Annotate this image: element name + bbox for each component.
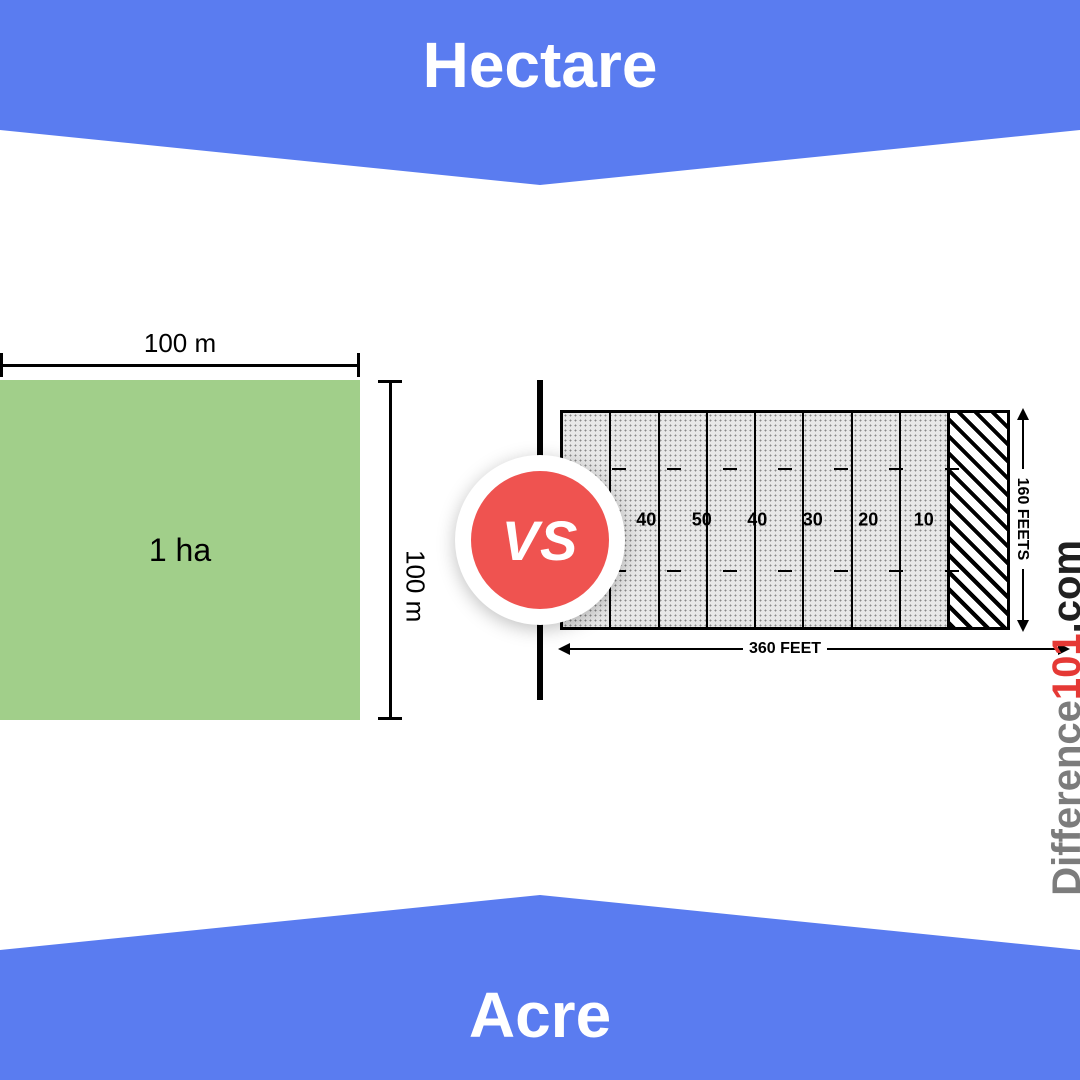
top-banner: Hectare [0,0,1080,130]
acre-height-label: 160 FEETS [1013,469,1031,569]
hectare-label: 1 ha [149,532,211,569]
hectare-height-label: 100 m [400,550,431,622]
hectare-square: 1 ha [0,380,360,720]
hectare-height-dimension: 100 m [375,380,405,720]
watermark-part3: .com [1046,540,1080,633]
yard-number: 30 [800,510,826,531]
yard-number: 10 [911,510,937,531]
yard-number: 40 [744,510,770,531]
bottom-title: Acre [469,978,611,1052]
top-chevron [0,130,1080,185]
watermark-part2: 101 [1046,633,1080,700]
top-title: Hectare [423,28,658,102]
vs-badge: VS [455,455,625,625]
yard-number: 40 [633,510,659,531]
yard-number: 50 [689,510,715,531]
yard-number: 20 [855,510,881,531]
watermark: Difference101.com [1046,540,1080,896]
bottom-chevron [0,895,1080,950]
acre-height-dimension: 160 FEETS [1012,410,1038,630]
hectare-illustration: 100 m 1 ha 100 m [0,320,480,760]
content-area: 100 m 1 ha 100 m 40 50 40 30 20 10 360 FEET [0,190,1080,890]
acre-field: 40 50 40 30 20 10 [560,410,1010,630]
bottom-banner: Acre [0,950,1080,1080]
hectare-width-dimension: 100 m [0,350,360,380]
acre-endzone [947,413,1007,627]
watermark-part1: Difference [1046,700,1080,896]
vs-label: VS [502,508,579,573]
acre-width-label: 360 FEET [743,640,827,658]
acre-width-dimension: 360 FEET [560,638,1010,664]
hectare-width-label: 100 m [138,328,222,359]
acre-illustration: 40 50 40 30 20 10 360 FEET 160 FEETS [560,390,1070,690]
